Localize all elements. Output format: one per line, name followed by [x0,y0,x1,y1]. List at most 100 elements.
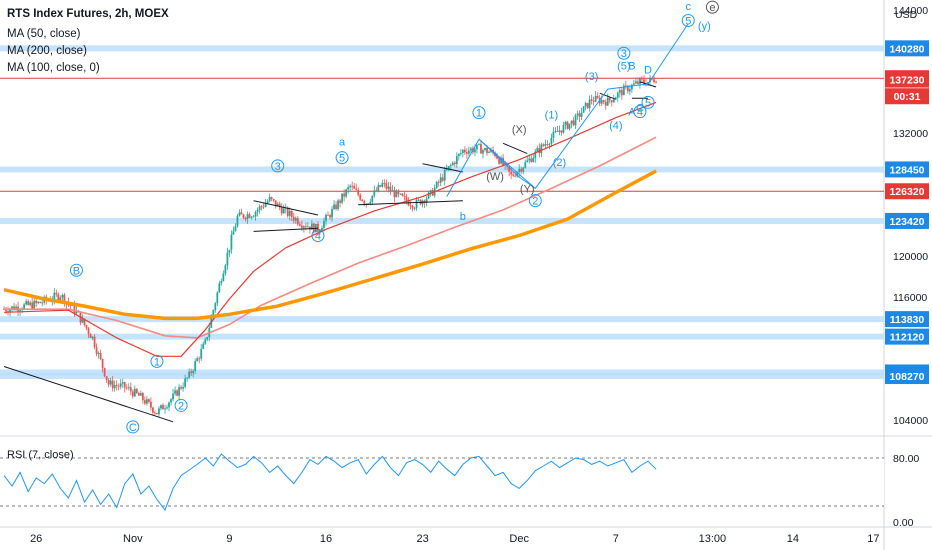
candle-body [643,79,645,84]
candle-body [41,302,44,304]
candle-body [602,100,605,103]
candle-body [498,158,500,164]
candle-body [552,131,555,138]
candle-body [403,195,406,197]
price-tick-2: 120000 [893,251,928,263]
wave-label-8: b [460,211,466,223]
candle-body [588,99,591,109]
candle-body [568,123,571,129]
candle-body [162,405,164,410]
candle-body [55,292,58,295]
rsi-legend[interactable]: RSI (7, close) [7,449,74,461]
candle-body [526,160,529,163]
candle-body [512,174,515,176]
candle-body [506,163,509,167]
candle-body [73,304,76,314]
wave-circle-27 [705,0,719,14]
candle-body [620,90,623,96]
candle-body [236,215,239,227]
price-tag-10: 108270 [889,371,924,383]
candle-body [455,156,458,165]
candle-body [298,224,301,226]
candle-body [226,252,229,266]
candle-body [99,352,102,359]
candle-body [574,115,577,126]
candle-body [349,185,352,188]
candle-body [107,379,110,385]
level-band-4 [0,333,884,340]
level-band-0 [0,45,884,52]
candle-body [244,217,247,220]
candle-body [596,95,599,98]
candle-body [286,207,289,216]
candle-body [311,223,313,230]
currency-label[interactable]: USD [895,9,918,21]
price-tag-bg-2 [885,71,929,88]
candle-body [470,148,472,151]
trendline-5 [502,142,528,155]
candle-body [355,188,358,190]
legend-ma200[interactable]: MA (200, close) [7,45,87,57]
candle-body [230,234,233,250]
candle-body [379,185,382,187]
candle-body [560,130,563,133]
candle-body [93,336,96,348]
candle-body [633,83,635,85]
trendline-3 [358,200,463,206]
candle-body [566,121,569,129]
candle-body [327,214,329,216]
candle-body [385,183,388,189]
candle-body [459,153,462,154]
wave-circle-24 [633,105,647,119]
candle-body [15,306,17,311]
candle-body [9,309,11,313]
wave-label-25: 5 [645,97,651,109]
candle-body [296,218,299,225]
wave-circle-18 [617,46,631,60]
candle-body [592,100,595,102]
candle-body [369,201,372,204]
trendline-9 [446,23,689,197]
candle-body [216,292,219,304]
candle-body [476,144,478,150]
candle-body [375,190,378,192]
trendline-2 [253,227,319,232]
candle-body [391,190,394,192]
price-tag-5: 126320 [889,186,924,198]
candle-body [447,166,450,170]
candle-body [131,391,134,397]
candle-body [3,309,5,310]
candle-body [143,400,146,404]
candle-body [300,225,303,228]
candle-body [262,206,265,208]
candle-body [359,194,362,200]
wave-label-26: c [686,1,692,13]
wave-label-19: (5) [617,61,630,73]
candle-body [417,199,420,201]
candle-body [57,294,60,301]
candle-body [578,113,581,117]
candle-body [413,208,416,210]
level-band-6 [0,373,884,380]
candle-body [383,183,386,184]
candle-body [164,408,166,410]
legend-ma50[interactable]: MA (50, close) [7,28,81,40]
candle-body [610,100,613,103]
wave-label-12: (Y) [520,183,535,195]
legend-ma100[interactable]: MA (100, close, 0) [7,62,100,74]
wave-circle-6 [174,398,188,412]
candle-body [27,301,30,305]
candle-body [156,412,158,415]
price-tag-4: 128450 [889,164,924,176]
candle-body [443,169,446,181]
candle-body [572,120,575,126]
candle-body [590,99,593,101]
candle-body [409,205,412,207]
wave-label-3: 4 [315,230,321,242]
candle-body [218,283,221,293]
candle-body [258,206,261,210]
chart-title[interactable]: RTS Index Futures, 2h, MOEX [7,8,169,20]
price-tag-bg-7 [885,311,929,328]
candle-body [518,168,521,173]
